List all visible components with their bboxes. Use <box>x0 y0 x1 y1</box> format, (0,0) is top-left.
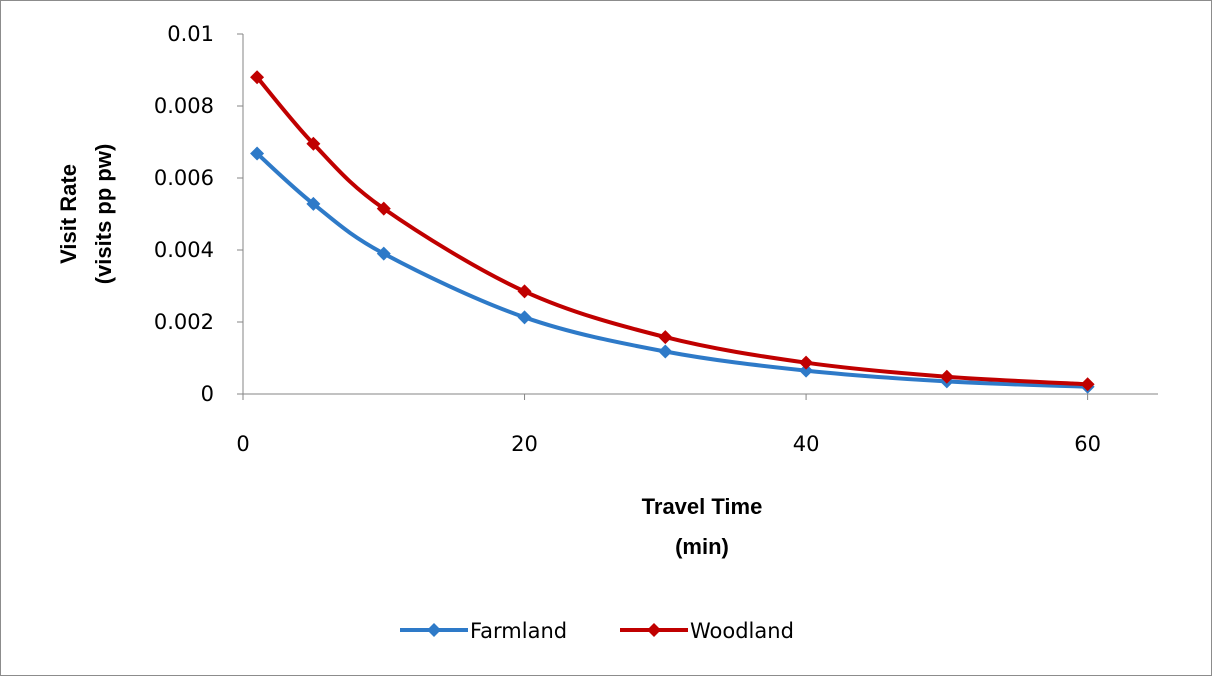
series-woodland <box>250 70 1095 392</box>
data-point-woodland <box>799 355 814 370</box>
x-tick-labels: 0 20 40 60 <box>236 432 1101 456</box>
y-tick-label: 0.008 <box>154 94 214 118</box>
data-point-farmland <box>658 344 673 359</box>
y-tick-label: 0.006 <box>154 166 214 190</box>
y-tick-label: 0 <box>201 382 214 406</box>
legend-item-farmland: Farmland <box>400 619 567 643</box>
data-point-woodland <box>376 201 391 216</box>
y-axis-title-unit: (visits pp pw) <box>91 144 116 285</box>
data-point-woodland <box>658 330 673 345</box>
data-point-woodland <box>250 70 265 85</box>
x-axis-title: Travel Time <box>642 494 763 519</box>
legend-label-farmland: Farmland <box>470 619 567 643</box>
data-point-woodland <box>517 284 532 299</box>
legend: Farmland Woodland <box>400 619 794 643</box>
axis-titles: Travel Time (min) Visit Rate (visits pp pw) <box>56 144 762 559</box>
series-line-farmland <box>255 151 1090 389</box>
data-point-woodland <box>1080 377 1095 392</box>
data-point-farmland <box>250 146 265 161</box>
data-point-farmland <box>306 196 321 211</box>
legend-label-woodland: Woodland <box>690 619 794 643</box>
x-tick-label: 60 <box>1074 432 1101 456</box>
data-point-woodland <box>939 369 954 384</box>
y-tick-label: 0.004 <box>154 238 214 262</box>
series-farmland <box>250 146 1095 394</box>
x-tick-label: 0 <box>236 432 249 456</box>
data-point-farmland <box>517 310 532 325</box>
x-axis-title-unit: (min) <box>675 534 729 559</box>
data-point-woodland <box>306 136 321 151</box>
legend-marker-farmland <box>427 623 441 637</box>
data-point-farmland <box>799 363 814 378</box>
axes <box>237 33 1158 400</box>
legend-marker-woodland <box>647 623 661 637</box>
series-lines <box>250 70 1095 394</box>
series-line-woodland <box>255 75 1090 387</box>
y-tick-labels: 0 0.002 0.004 0.006 0.008 0.01 <box>154 22 214 406</box>
y-axis-title: Visit Rate <box>56 164 81 264</box>
legend-item-woodland: Woodland <box>620 619 794 643</box>
y-tick-label: 0.002 <box>154 310 214 334</box>
data-point-farmland <box>376 246 391 261</box>
x-tick-label: 40 <box>793 432 820 456</box>
y-tick-label: 0.01 <box>167 22 214 46</box>
x-tick-label: 20 <box>511 432 538 456</box>
